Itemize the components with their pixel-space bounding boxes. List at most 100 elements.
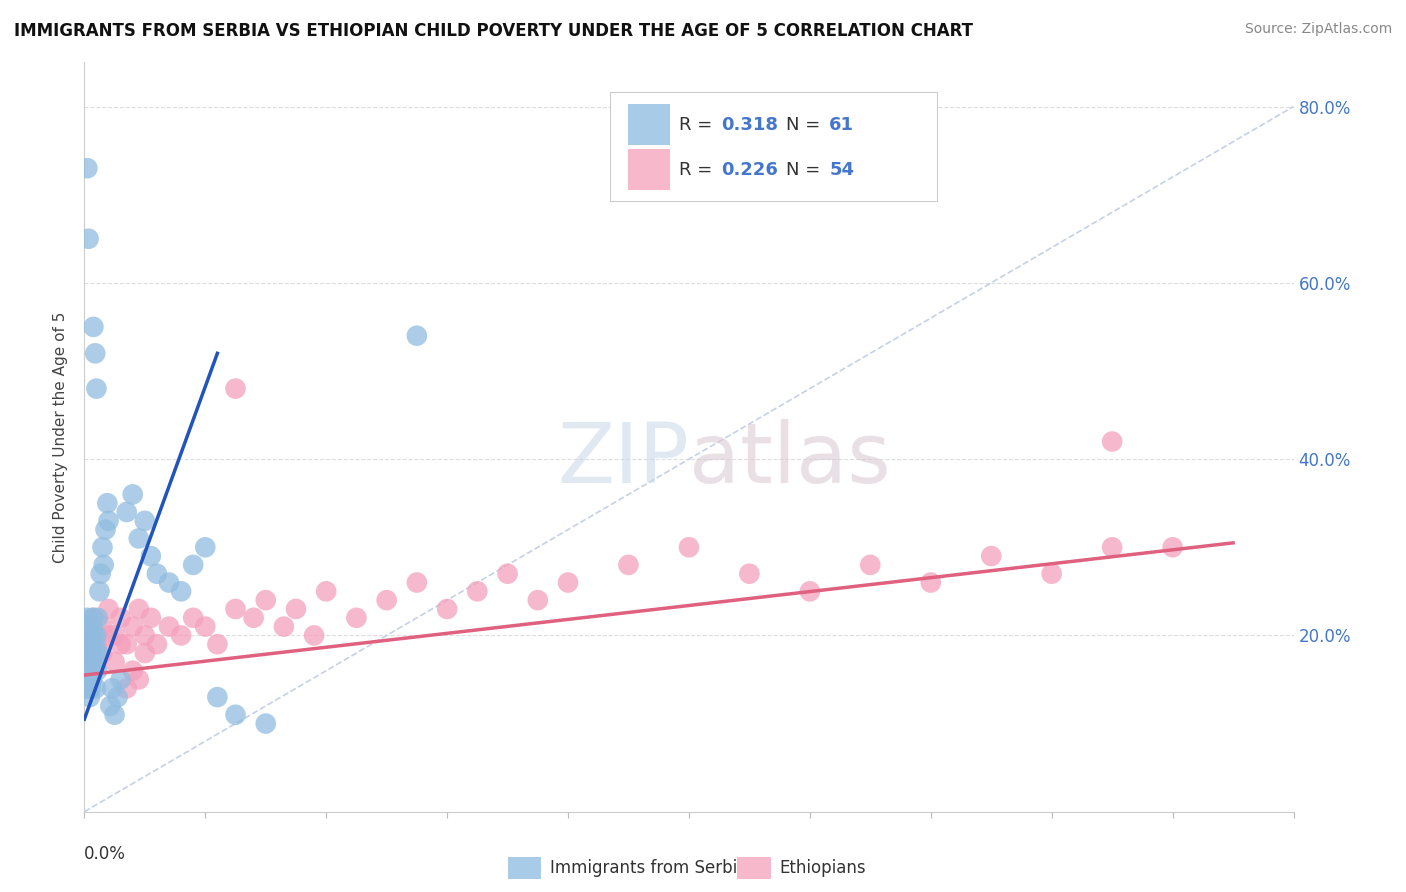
Text: R =: R = (679, 161, 718, 178)
Point (91, 541, 114, 555)
Y-axis label: Child Poverty Under the Age of 5: Child Poverty Under the Age of 5 (53, 311, 69, 563)
Point (77, 232, 100, 246)
Point (128, 602, 150, 616)
Text: 61: 61 (830, 116, 855, 134)
Point (1161, 541, 1184, 555)
Point (254, 593, 277, 607)
Point (799, 584, 821, 599)
Point (77, 673, 100, 687)
Point (146, 566, 169, 581)
Point (225, 602, 247, 616)
Point (80, 664, 103, 678)
Point (101, 681, 124, 696)
Point (1101, 541, 1123, 555)
Point (97, 602, 120, 616)
Point (139, 611, 162, 625)
Point (80, 655, 103, 669)
Point (194, 541, 217, 555)
Point (254, 716, 277, 731)
Point (225, 707, 247, 722)
Text: 0.226: 0.226 (721, 161, 779, 178)
Point (920, 575, 942, 590)
Point (242, 611, 264, 625)
Point (157, 619, 180, 633)
Point (346, 611, 368, 625)
Point (87, 646, 110, 660)
Point (77, 637, 100, 651)
Point (86, 628, 108, 642)
Point (82, 611, 104, 625)
Point (84, 646, 107, 660)
Point (406, 575, 429, 590)
Point (91, 646, 114, 660)
Point (557, 575, 579, 590)
Point (76, 646, 98, 660)
Point (115, 681, 138, 696)
Point (79, 655, 101, 669)
Point (617, 558, 640, 572)
Text: N =: N = (786, 116, 825, 134)
Point (77, 655, 100, 669)
Point (104, 628, 127, 642)
Point (170, 584, 193, 599)
Point (738, 566, 761, 581)
Point (146, 637, 169, 651)
Bar (737, 856, 770, 880)
Point (82, 673, 104, 687)
Point (436, 602, 458, 616)
Point (80, 681, 103, 696)
Point (76, 628, 98, 642)
Point (110, 673, 132, 687)
Point (104, 707, 127, 722)
Point (83, 637, 105, 651)
Point (76, 646, 98, 660)
Point (134, 514, 156, 528)
Point (980, 549, 1002, 563)
Point (79, 673, 101, 687)
Text: IMMIGRANTS FROM SERBIA VS ETHIOPIAN CHILD POVERTY UNDER THE AGE OF 5 CORRELATION: IMMIGRANTS FROM SERBIA VS ETHIOPIAN CHIL… (14, 22, 973, 40)
Point (79, 628, 101, 642)
Point (207, 637, 229, 651)
Point (76, 161, 98, 176)
Point (496, 566, 519, 581)
Point (1040, 566, 1063, 581)
Point (181, 611, 204, 625)
Point (115, 637, 138, 651)
FancyBboxPatch shape (628, 149, 669, 190)
Point (273, 619, 295, 633)
Point (84, 681, 107, 696)
Point (97, 628, 120, 642)
Point (76, 664, 98, 678)
Text: Ethiopians: Ethiopians (780, 859, 866, 877)
Point (170, 628, 193, 642)
Text: 54: 54 (830, 161, 855, 178)
Point (1101, 434, 1123, 449)
Point (77, 664, 100, 678)
Point (157, 575, 180, 590)
Bar (508, 856, 541, 880)
Point (90, 566, 112, 581)
Point (82, 664, 104, 678)
Text: Immigrants from Serbia: Immigrants from Serbia (550, 859, 747, 877)
Point (121, 619, 143, 633)
Point (110, 611, 132, 625)
Point (128, 673, 150, 687)
Text: R =: R = (679, 116, 718, 134)
Point (285, 602, 308, 616)
Point (115, 505, 138, 519)
Point (139, 549, 162, 563)
Point (110, 637, 132, 651)
Point (77, 681, 100, 696)
Text: Source: ZipAtlas.com: Source: ZipAtlas.com (1244, 22, 1392, 37)
Point (194, 619, 217, 633)
Point (859, 558, 882, 572)
Point (97, 514, 120, 528)
Point (76, 611, 98, 625)
Point (96, 496, 118, 510)
Point (121, 487, 143, 501)
Point (82, 611, 104, 625)
Point (375, 593, 398, 607)
Point (467, 584, 489, 599)
Point (79, 646, 101, 660)
Text: ZIP: ZIP (557, 419, 689, 500)
